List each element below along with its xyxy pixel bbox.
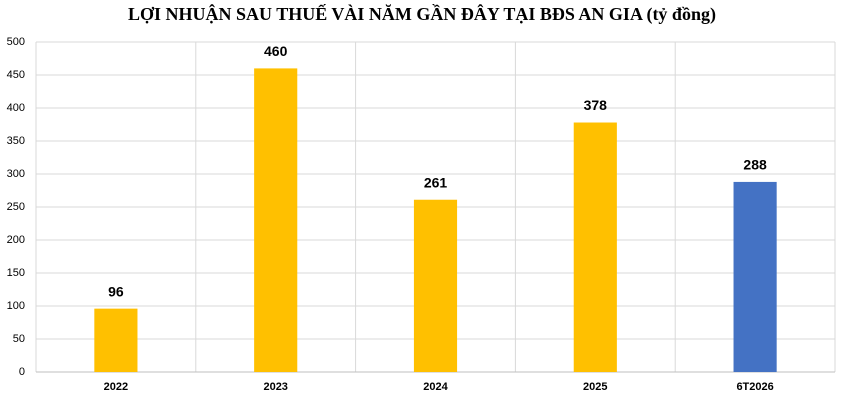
y-tick-label: 450 bbox=[7, 69, 25, 81]
y-tick-label: 300 bbox=[7, 168, 25, 180]
x-tick-label: 2022 bbox=[104, 381, 128, 393]
y-tick-label: 0 bbox=[19, 366, 25, 378]
x-tick-label: 2023 bbox=[263, 381, 287, 393]
y-tick-label: 500 bbox=[7, 36, 25, 48]
y-tick-label: 200 bbox=[7, 234, 25, 246]
bar bbox=[733, 181, 777, 372]
bar bbox=[94, 308, 138, 372]
x-tick-label: 6T2026 bbox=[736, 381, 773, 393]
value-label: 288 bbox=[743, 157, 767, 173]
value-label: 378 bbox=[584, 97, 608, 113]
y-tick-label: 150 bbox=[7, 267, 25, 279]
y-tick-label: 350 bbox=[7, 135, 25, 147]
x-tick-label: 2024 bbox=[423, 381, 448, 393]
y-tick-label: 50 bbox=[13, 333, 25, 345]
value-label: 460 bbox=[264, 43, 288, 59]
y-tick-label: 400 bbox=[7, 102, 25, 114]
bar bbox=[573, 122, 617, 373]
y-tick-label: 100 bbox=[7, 300, 25, 312]
value-label: 96 bbox=[108, 283, 124, 299]
bar bbox=[413, 199, 458, 372]
chart-title: LỢI NHUẬN SAU THUẾ VÀI NĂM GẦN ĐÂY TẠI B… bbox=[128, 3, 716, 25]
x-tick-label: 2025 bbox=[583, 381, 607, 393]
y-tick-label: 250 bbox=[7, 201, 25, 213]
bar bbox=[254, 68, 298, 373]
value-label: 261 bbox=[424, 174, 448, 190]
